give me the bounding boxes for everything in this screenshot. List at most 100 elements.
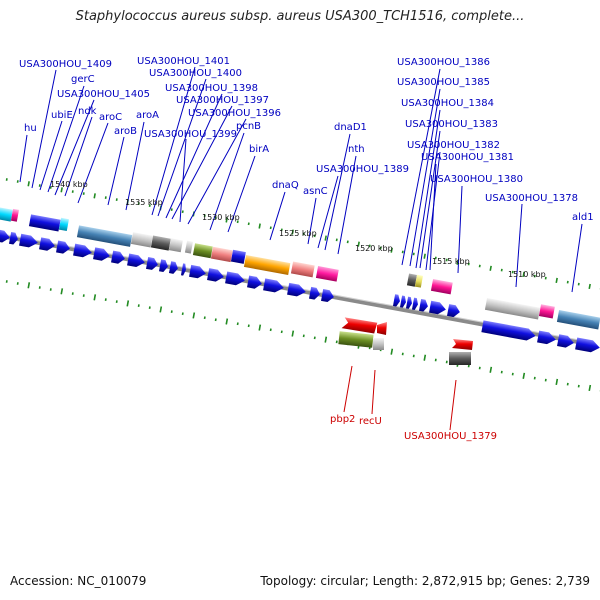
gene-label[interactable]: hu bbox=[24, 123, 37, 134]
gene-label[interactable]: USA300HOU_1385 bbox=[397, 77, 490, 88]
gene-label[interactable]: USA300HOU_1398 bbox=[165, 83, 258, 94]
gene-label[interactable]: USA300HOU_1384 bbox=[401, 98, 494, 109]
gene-label[interactable]: USA300HOU_1405 bbox=[57, 89, 150, 100]
gene-label[interactable]: USA300HOU_1383 bbox=[405, 119, 498, 130]
forward-gene-arrow bbox=[247, 275, 262, 289]
tick-mark bbox=[313, 336, 316, 340]
gene-label[interactable]: USA300HOU_1381 bbox=[421, 152, 514, 163]
feature-box bbox=[192, 243, 213, 259]
gene-label[interactable]: asnC bbox=[303, 186, 328, 197]
tick-mark bbox=[104, 298, 107, 301]
forward-gene-arrow bbox=[146, 257, 158, 270]
tick-mark bbox=[423, 253, 426, 259]
tick-mark bbox=[5, 178, 8, 181]
gene-label[interactable]: aroA bbox=[136, 110, 159, 121]
tick-mark bbox=[566, 280, 569, 284]
gene-label[interactable]: pbp2 bbox=[330, 414, 355, 425]
leader-line bbox=[179, 138, 187, 223]
gene-label[interactable]: USA300HOU_1400 bbox=[149, 68, 242, 79]
gene-label[interactable]: ubiE bbox=[51, 110, 73, 121]
gene-label[interactable]: USA300HOU_1409 bbox=[19, 59, 112, 70]
gene-label[interactable]: aroB bbox=[114, 126, 137, 137]
gene-label[interactable]: USA300HOU_1396 bbox=[188, 108, 281, 119]
gene-label[interactable]: USA300HOU_1382 bbox=[407, 140, 500, 151]
tick-mark bbox=[335, 238, 338, 242]
forward-gene-arrow bbox=[405, 296, 412, 309]
kbp-label: 1520 kbp bbox=[355, 244, 393, 253]
tick-mark bbox=[126, 300, 130, 307]
tick-mark bbox=[269, 328, 272, 332]
tick-mark bbox=[137, 304, 140, 308]
tick-mark bbox=[401, 250, 404, 254]
tick-mark bbox=[38, 184, 41, 187]
tick-mark bbox=[71, 190, 74, 193]
feature-box bbox=[76, 225, 133, 247]
forward-gene-arrow bbox=[263, 278, 284, 293]
kbp-label: 1530 kbp bbox=[202, 213, 240, 222]
tick-mark bbox=[368, 244, 371, 248]
feature-box bbox=[338, 331, 374, 348]
gene-label[interactable]: nth bbox=[348, 144, 365, 155]
tick-mark bbox=[511, 372, 514, 376]
tick-mark bbox=[555, 378, 559, 385]
feature-box bbox=[230, 249, 246, 264]
feature-box bbox=[373, 338, 384, 350]
gene-label[interactable]: ndk bbox=[78, 106, 97, 117]
gene-label[interactable]: dnaD1 bbox=[334, 122, 367, 133]
tick-mark bbox=[445, 360, 448, 364]
forward-gene-arrow bbox=[8, 231, 18, 245]
feature-box bbox=[150, 235, 171, 251]
feature-box bbox=[315, 266, 339, 282]
gene-label[interactable]: USA300HOU_1389 bbox=[316, 164, 409, 175]
leader-line bbox=[429, 163, 437, 271]
tick-mark bbox=[93, 294, 97, 301]
tick-mark bbox=[214, 318, 217, 322]
gene-label[interactable]: pcnB bbox=[236, 121, 261, 132]
tick-mark bbox=[544, 276, 547, 280]
forward-gene-arrow bbox=[0, 229, 10, 243]
gene-label[interactable]: dnaQ bbox=[272, 180, 299, 191]
feature-box bbox=[484, 297, 541, 320]
leader-line bbox=[409, 88, 441, 267]
gene-label[interactable]: gerC bbox=[71, 74, 95, 85]
kbp-label: 1515 kbp bbox=[432, 257, 470, 266]
tick-mark bbox=[489, 265, 492, 271]
tick-mark bbox=[280, 330, 283, 334]
gene-label[interactable]: USA300HOU_1399 bbox=[144, 129, 237, 140]
tick-mark bbox=[93, 193, 96, 199]
forward-gene-arrow bbox=[411, 297, 418, 310]
gene-label[interactable]: USA300HOU_1386 bbox=[397, 57, 490, 68]
tick-mark bbox=[115, 198, 118, 201]
gene-label[interactable]: birA bbox=[249, 144, 269, 155]
leader-line bbox=[157, 78, 207, 217]
tick-mark bbox=[247, 222, 250, 226]
gene-label[interactable]: aroC bbox=[99, 112, 122, 123]
gene-label[interactable]: ald1 bbox=[572, 212, 594, 223]
tick-mark bbox=[434, 256, 437, 260]
tick-mark bbox=[577, 282, 580, 286]
forward-gene-arrow bbox=[207, 268, 224, 282]
forward-gene-arrow bbox=[321, 289, 334, 303]
feature-box bbox=[556, 310, 600, 330]
feature-box bbox=[414, 274, 423, 288]
gene-label[interactable]: USA300HOU_1379 bbox=[404, 431, 497, 442]
feature-box bbox=[210, 246, 233, 263]
tick-mark bbox=[82, 294, 85, 297]
tick-mark bbox=[390, 348, 394, 355]
leader-line bbox=[515, 203, 523, 288]
gene-label[interactable]: USA300HOU_1378 bbox=[485, 193, 578, 204]
gene-label[interactable]: USA300HOU_1380 bbox=[430, 174, 523, 185]
leader-line bbox=[571, 223, 583, 293]
tick-mark bbox=[434, 358, 437, 362]
tick-mark bbox=[115, 300, 118, 303]
tick-mark bbox=[467, 364, 470, 368]
feature-box bbox=[290, 261, 315, 278]
gene-label[interactable]: recU bbox=[359, 416, 382, 427]
leader-line bbox=[64, 116, 93, 197]
tick-mark bbox=[170, 310, 173, 314]
gene-label[interactable]: USA300HOU_1397 bbox=[176, 95, 269, 106]
tick-mark bbox=[148, 204, 151, 208]
tick-mark bbox=[236, 220, 239, 224]
leader-line bbox=[187, 118, 247, 225]
gene-label[interactable]: USA300HOU_1401 bbox=[137, 56, 230, 67]
